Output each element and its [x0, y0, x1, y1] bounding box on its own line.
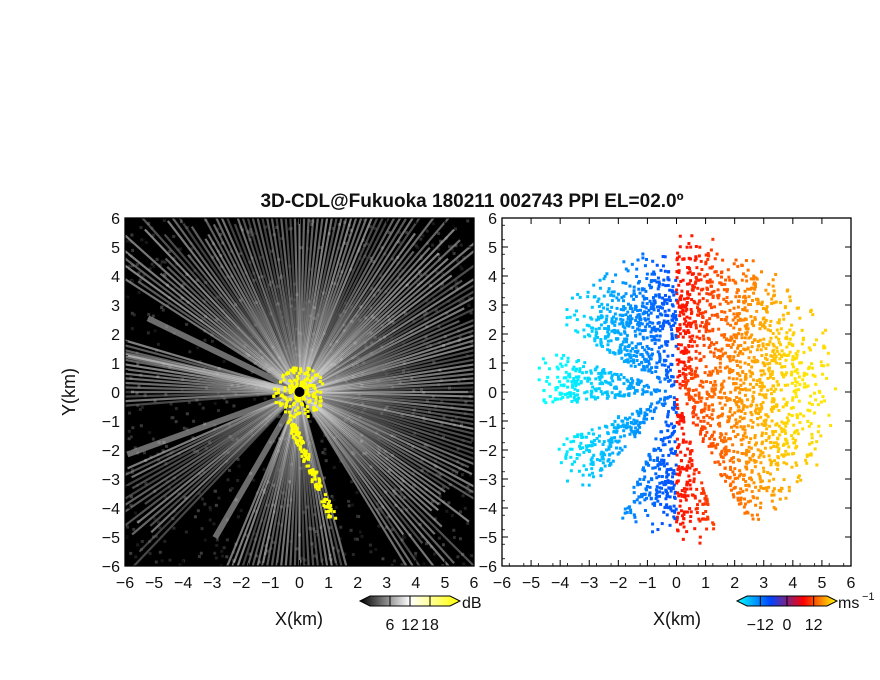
- x-tick-label: −2: [232, 575, 250, 592]
- y-tick-label: −5: [102, 530, 120, 547]
- colorbar-tick-label: 18: [421, 617, 439, 634]
- x-tick-label: 4: [788, 575, 797, 592]
- y-axis-label: Y(km): [59, 368, 79, 416]
- x-tick-label: −1: [638, 575, 656, 592]
- y-tick-label: 2: [488, 327, 497, 344]
- y-tick-label: −3: [102, 472, 120, 489]
- x-tick-label: 2: [353, 575, 362, 592]
- y-tick-label: 3: [488, 298, 497, 315]
- x-tick-label: 2: [730, 575, 739, 592]
- y-tick-label: 5: [488, 240, 497, 257]
- y-tick-label: −6: [479, 559, 497, 576]
- reflectivity-colorbar: 6 12 18 dB: [358, 595, 482, 634]
- velocity-axis-ticks: −6 −5 −4 −3 −2 −1 0 1 2 3 4 5 6 6 5 4 3 2 1 0 −1 −2 −3 −4 −5 −6: [479, 211, 856, 592]
- colorbar-tick-label: 6: [386, 617, 395, 634]
- y-tick-label: 5: [111, 240, 120, 257]
- x-tick-label: 6: [847, 575, 856, 592]
- y-tick-label: −1: [102, 414, 120, 431]
- x-tick-label: 0: [295, 575, 304, 592]
- figure-title: 3D-CDL@Fukuoka 180211 002743 PPI EL=02.0…: [260, 191, 683, 212]
- x-tick-label: 4: [411, 575, 420, 592]
- y-tick-label: 0: [488, 385, 497, 402]
- y-tick-label: −5: [479, 530, 497, 547]
- reflectivity-x-axis-label: X(km): [275, 609, 323, 629]
- y-tick-label: 6: [111, 211, 120, 228]
- reflectivity-axis-ticks: −6 −5 −4 −3 −2 −1 0 1 2 3 4 5 6 6 5 4 3 2 1 0 −1 −2 −3 −4 −5 −6: [102, 211, 479, 592]
- y-tick-label: 6: [488, 211, 497, 228]
- x-tick-label: 1: [701, 575, 710, 592]
- colorbar-tick-label: −12: [747, 617, 774, 634]
- y-tick-label: −2: [479, 443, 497, 460]
- velocity-x-axis-label: X(km): [653, 609, 701, 629]
- y-tick-label: 0: [111, 385, 120, 402]
- y-tick-label: −4: [479, 501, 497, 518]
- y-tick-label: 2: [111, 327, 120, 344]
- velocity-colorbar: −12 0 12 ms −1: [735, 591, 875, 634]
- y-tick-label: −4: [102, 501, 120, 518]
- x-tick-label: −4: [551, 575, 569, 592]
- x-tick-label: −6: [116, 575, 134, 592]
- x-tick-label: 1: [324, 575, 333, 592]
- x-tick-label: 5: [440, 575, 449, 592]
- x-tick-label: −3: [580, 575, 598, 592]
- y-tick-label: 3: [111, 298, 120, 315]
- y-tick-label: 1: [111, 356, 120, 373]
- velocity-field: [537, 234, 837, 545]
- x-tick-label: −3: [203, 575, 221, 592]
- colorbar-tick-label: 0: [783, 617, 792, 634]
- x-tick-label: −2: [609, 575, 627, 592]
- colorbar-unit: dB: [462, 595, 482, 612]
- x-tick-label: 3: [382, 575, 391, 592]
- colorbar-tick-label: 12: [401, 617, 419, 634]
- x-tick-label: 3: [759, 575, 768, 592]
- y-tick-label: 1: [488, 356, 497, 373]
- colorbar-unit: ms: [838, 595, 859, 612]
- x-tick-label: −5: [145, 575, 163, 592]
- colorbar-tick-label: 12: [805, 617, 823, 634]
- x-tick-label: −4: [174, 575, 192, 592]
- x-tick-label: −5: [522, 575, 540, 592]
- x-tick-label: −1: [261, 575, 279, 592]
- y-tick-label: 4: [488, 269, 497, 286]
- y-tick-label: −2: [102, 443, 120, 460]
- x-tick-label: −6: [493, 575, 511, 592]
- y-tick-label: −1: [479, 414, 497, 431]
- x-tick-label: 6: [470, 575, 479, 592]
- reflectivity-field: [125, 218, 474, 566]
- x-tick-label: 5: [817, 575, 826, 592]
- y-tick-label: 4: [111, 269, 120, 286]
- y-tick-label: −3: [479, 472, 497, 489]
- x-tick-label: 0: [672, 575, 681, 592]
- y-tick-label: −6: [102, 559, 120, 576]
- colorbar-unit-exponent: −1: [862, 591, 875, 603]
